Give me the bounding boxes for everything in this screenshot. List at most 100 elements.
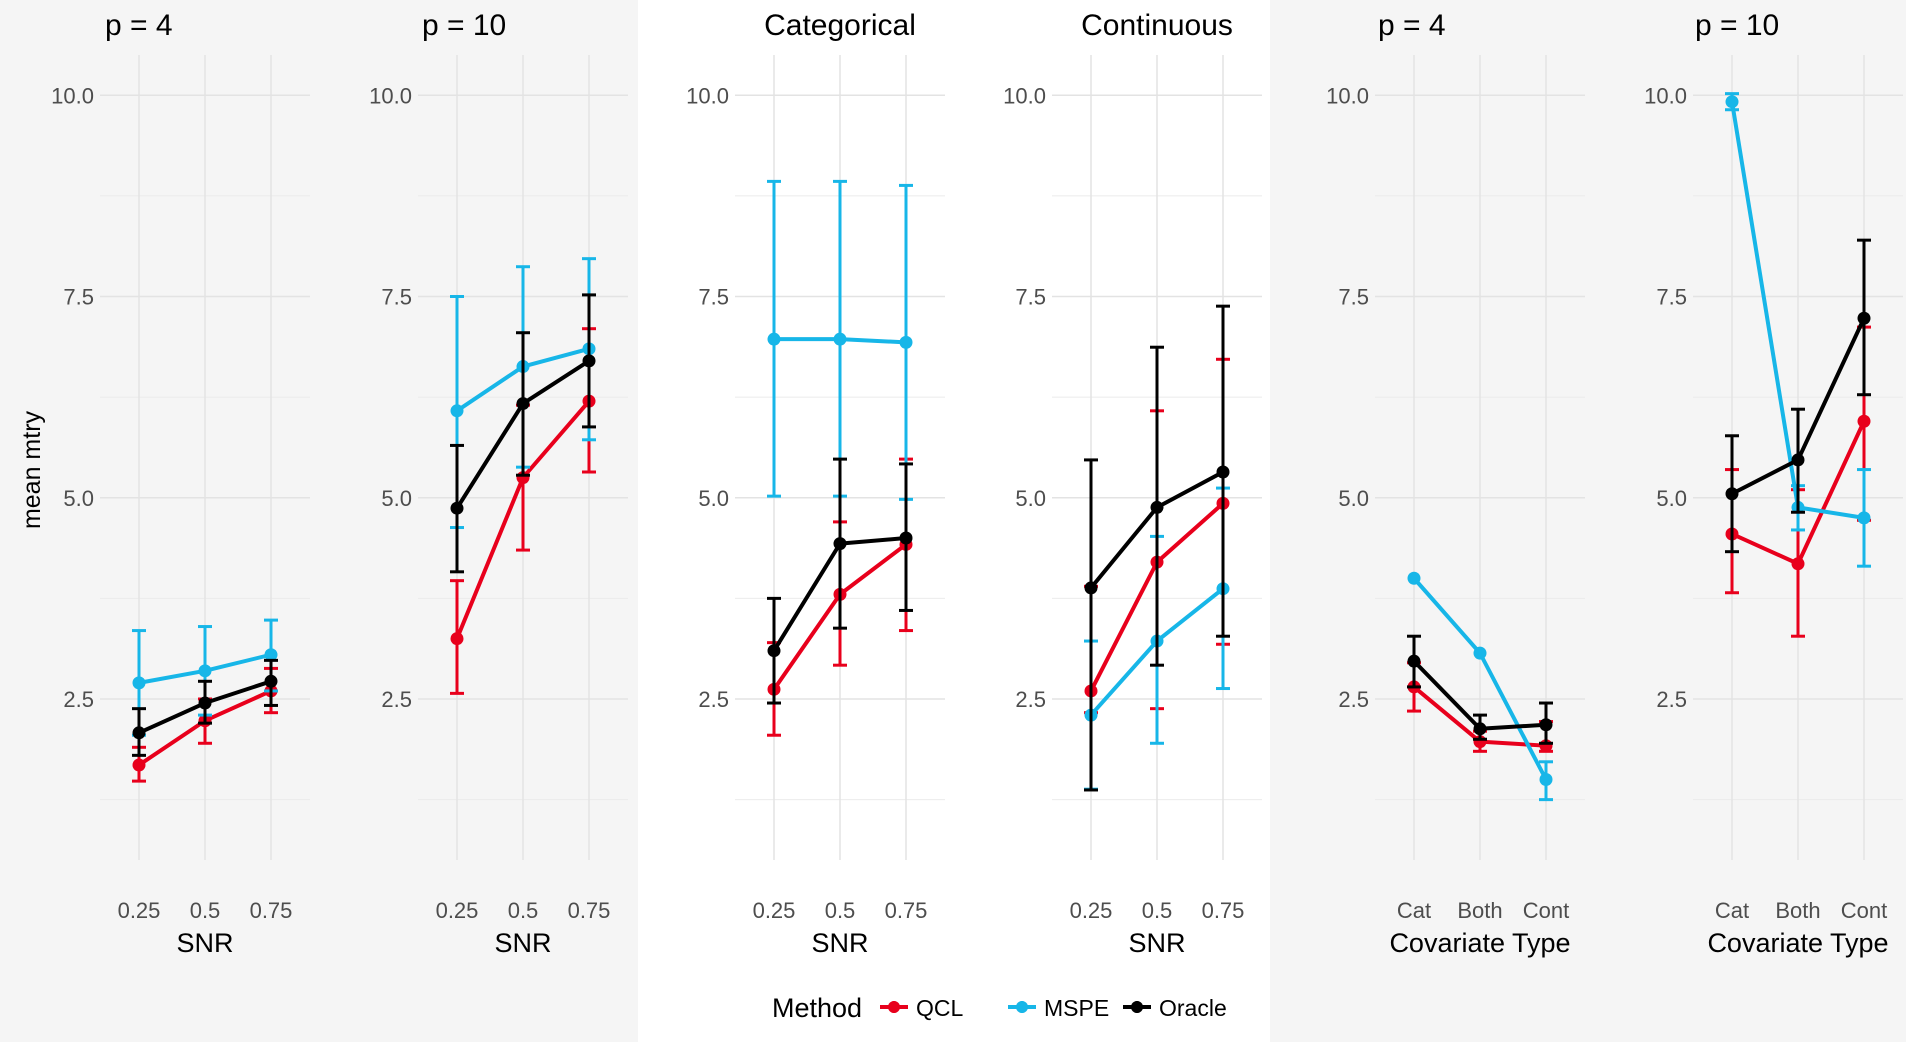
y-tick-label: 7.5: [1015, 285, 1046, 310]
data-point: [450, 632, 464, 646]
data-point: [1084, 581, 1098, 595]
y-tick-label: 5.0: [63, 486, 94, 511]
data-point: [516, 397, 530, 411]
x-tick-label: 0.75: [1202, 898, 1245, 923]
x-axis-label: SNR: [494, 928, 551, 958]
legend-key-point: [1131, 1001, 1143, 1013]
data-point: [1791, 453, 1805, 467]
y-tick-label: 7.5: [63, 285, 94, 310]
y-tick-label: 7.5: [698, 285, 729, 310]
series-oracle: [132, 658, 278, 757]
x-tick-label: Cont: [1841, 898, 1887, 923]
data-point: [1473, 722, 1487, 736]
data-point: [264, 674, 278, 688]
y-tick-label: 5.0: [1015, 486, 1046, 511]
y-tick-label: 2.5: [1656, 687, 1687, 712]
data-point: [767, 332, 781, 346]
data-point: [1857, 414, 1871, 428]
data-point: [1725, 95, 1739, 109]
panel-title: Categorical: [764, 9, 916, 42]
series-oracle: [1084, 304, 1230, 792]
panel-5: 2.5 5.0 7.5 10.0 Cat Both Cont Covariate Type p …: [1326, 9, 1585, 958]
y-tick-label: 10.0: [686, 83, 729, 108]
data-point: [899, 335, 913, 349]
series-mspe: [767, 179, 913, 501]
data-point: [1473, 646, 1487, 660]
data-point: [198, 664, 212, 678]
data-point: [833, 537, 847, 551]
data-point: [1725, 487, 1739, 501]
data-point: [450, 501, 464, 515]
y-tick-label: 5.0: [1656, 486, 1687, 511]
x-tick-label: Cat: [1715, 898, 1749, 923]
y-tick-label: 7.5: [1656, 285, 1687, 310]
legend-label: MSPE: [1044, 995, 1109, 1021]
panel-title: p = 10: [422, 9, 506, 42]
x-tick-label: 0.5: [1142, 898, 1173, 923]
x-axis-label: Covariate Type: [1389, 928, 1570, 958]
x-tick-label: 0.75: [885, 898, 928, 923]
x-tick-label: Cont: [1523, 898, 1569, 923]
panel-2: 2.5 5.0 7.5 10.0 0.25 0.5 0.75 SNR p = 10: [369, 9, 628, 958]
x-tick-label: 0.5: [508, 898, 539, 923]
y-tick-label: 10.0: [1644, 83, 1687, 108]
y-tick-label: 2.5: [1338, 687, 1369, 712]
data-point: [1407, 571, 1421, 585]
data-point: [899, 531, 913, 545]
right-group-background: [1270, 0, 1906, 1042]
data-point: [767, 644, 781, 658]
data-point: [132, 676, 146, 690]
panels: 2.5 5.0 7.5 10.0 0.25 0.5 0.75 SNR p = 4 2.5 5.0 7.…: [51, 9, 1903, 958]
y-tick-label: 5.0: [381, 486, 412, 511]
legend-item-mspe: MSPE: [1008, 995, 1109, 1021]
data-point: [1857, 311, 1871, 325]
panel-title: Continuous: [1081, 9, 1233, 42]
data-point: [198, 696, 212, 710]
y-tick-label: 10.0: [1326, 83, 1369, 108]
panel-6: 2.5 5.0 7.5 10.0 Cat Both Cont Covariate Type p …: [1644, 9, 1903, 958]
x-tick-label: 0.75: [250, 898, 293, 923]
series-oracle: [767, 457, 913, 705]
data-point: [450, 404, 464, 418]
x-tick-label: 0.5: [825, 898, 856, 923]
data-point: [833, 332, 847, 346]
y-axis-label: mean mtry: [18, 410, 46, 529]
data-point: [1539, 773, 1553, 786]
y-tick-label: 7.5: [381, 285, 412, 310]
data-point: [1150, 500, 1164, 514]
x-tick-label: 0.25: [1070, 898, 1113, 923]
panel-4: 2.5 5.0 7.5 10.0 0.25 0.5 0.75 SNR Continuous: [1003, 9, 1262, 958]
x-tick-label: 0.25: [436, 898, 479, 923]
data-point: [1216, 465, 1230, 479]
y-tick-label: 5.0: [698, 486, 729, 511]
y-tick-label: 2.5: [1015, 687, 1046, 712]
series-oracle: [1725, 238, 1871, 554]
series-mspe: [1407, 571, 1553, 802]
legend-item-oracle: Oracle: [1123, 995, 1227, 1021]
y-tick-label: 10.0: [369, 83, 412, 108]
y-tick-label: 7.5: [1338, 285, 1369, 310]
panel-title: p = 4: [105, 9, 173, 42]
x-tick-label: Both: [1457, 898, 1502, 923]
x-axis-label: SNR: [811, 928, 868, 958]
series-oracle: [450, 293, 596, 574]
legend-item-qcl: QCL: [880, 995, 964, 1021]
x-tick-label: Both: [1775, 898, 1820, 923]
data-point: [1857, 511, 1871, 525]
data-point: [1539, 718, 1553, 732]
left-group-background: [0, 0, 638, 1042]
legend: Method QCL MSPE Oracle: [772, 993, 1227, 1023]
panel-title: p = 10: [1695, 9, 1779, 42]
y-tick-label: 5.0: [1338, 486, 1369, 511]
legend-title: Method: [772, 993, 862, 1023]
legend-label: QCL: [916, 995, 964, 1021]
data-point: [582, 354, 596, 368]
y-tick-label: 2.5: [381, 687, 412, 712]
data-point: [1791, 557, 1805, 571]
series-oracle: [1407, 634, 1553, 745]
data-point: [132, 726, 146, 740]
y-tick-label: 10.0: [1003, 83, 1046, 108]
x-tick-label: Cat: [1397, 898, 1431, 923]
panel-3: 2.5 5.0 7.5 10.0 0.25 0.5 0.75 SNR Categorical: [686, 9, 945, 958]
